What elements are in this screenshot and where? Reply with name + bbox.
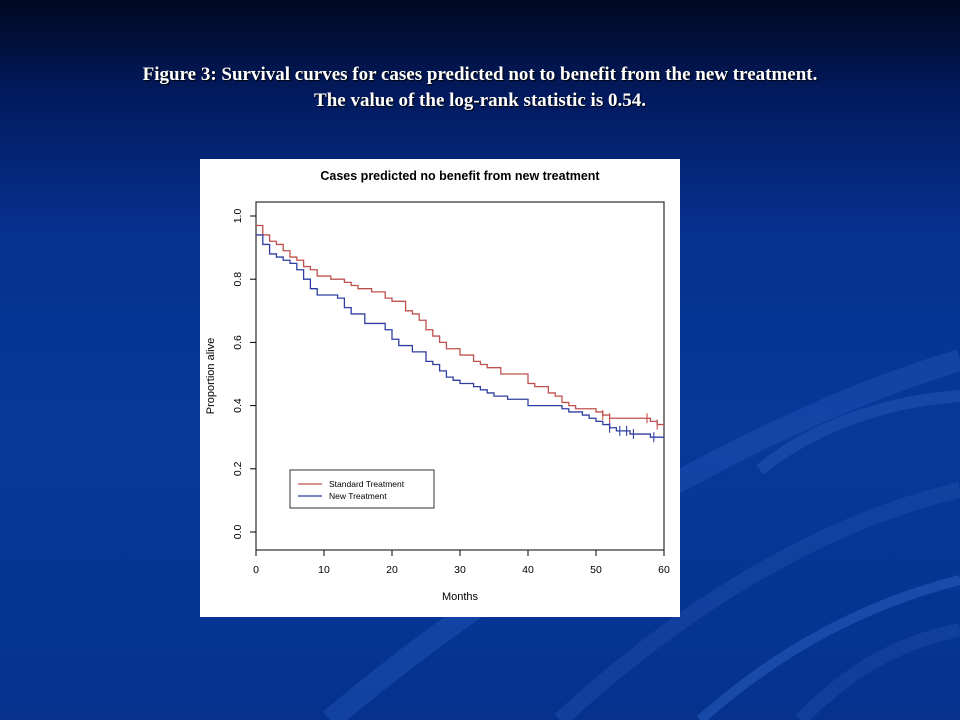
figure-caption: Figure 3: Survival curves for cases pred… <box>0 62 960 114</box>
x-tick-label: 30 <box>454 564 466 576</box>
y-tick-label: 0.2 <box>232 461 244 476</box>
x-tick-label: 20 <box>386 564 398 576</box>
caption-line-1: Figure 3: Survival curves for cases pred… <box>142 64 818 85</box>
y-axis: 0.0 0.2 0.4 0.6 0.8 1.0 <box>232 209 257 540</box>
y-tick-label: 0.0 <box>232 525 244 540</box>
x-tick-label: 10 <box>318 564 330 576</box>
y-tick-label: 0.4 <box>232 398 244 413</box>
legend: Standard Treatment New Treatment <box>289 469 435 509</box>
x-tick-label: 0 <box>253 564 259 576</box>
y-tick-label: 0.8 <box>232 272 244 287</box>
y-axis-label: Proportion alive <box>205 338 217 414</box>
caption-line-2: The value of the log-rank statistic is 0… <box>314 90 646 111</box>
x-axis: 0 10 20 30 40 50 60 <box>253 549 670 576</box>
series-line-standard-treatment <box>256 224 664 426</box>
legend-box <box>289 469 435 509</box>
series-layer <box>256 224 664 443</box>
x-tick-label: 60 <box>658 564 670 576</box>
x-axis-label: Months <box>442 591 479 603</box>
survival-chart-panel: Cases predicted no benefit from new trea… <box>200 159 680 617</box>
series-line-new-treatment <box>256 234 664 438</box>
chart-title: Cases predicted no benefit from new trea… <box>320 169 600 183</box>
legend-label-standard: Standard Treatment <box>329 479 405 489</box>
x-tick-label: 40 <box>522 564 534 576</box>
y-tick-label: 0.6 <box>232 335 244 350</box>
survival-chart: Cases predicted no benefit from new trea… <box>205 169 670 603</box>
y-tick-label: 1.0 <box>232 209 244 224</box>
x-tick-label: 50 <box>590 564 602 576</box>
legend-label-new: New Treatment <box>329 491 387 501</box>
